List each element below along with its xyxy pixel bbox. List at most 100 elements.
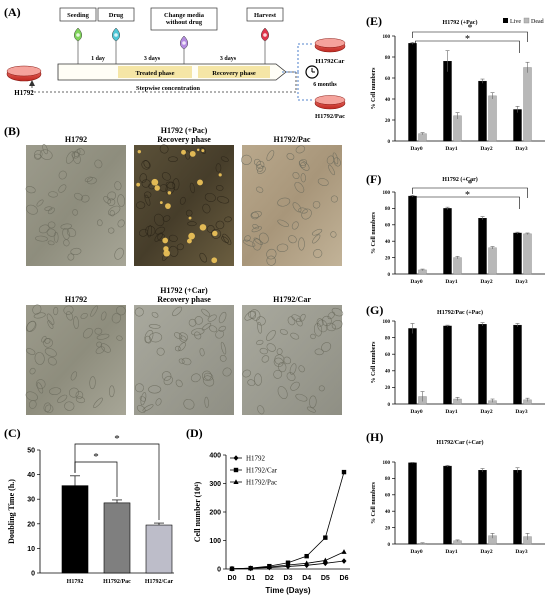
cell-shape xyxy=(107,227,115,234)
point xyxy=(285,562,291,568)
cell-shape xyxy=(106,191,117,201)
cell-shape xyxy=(274,354,285,365)
y-axis-label: Cell number (10⁴) xyxy=(193,481,202,542)
cell-shape xyxy=(276,243,289,253)
cell-shape xyxy=(183,398,195,410)
interval-2-label: 3 days xyxy=(144,56,161,62)
x-tick-label: Day1 xyxy=(445,409,457,415)
cell-shape xyxy=(277,219,289,228)
cell-shape xyxy=(283,356,292,365)
significance-bracket xyxy=(74,443,160,521)
cell-shape xyxy=(47,320,54,329)
legend-label: Live xyxy=(510,19,521,25)
x-tick-label: Day0 xyxy=(410,409,422,415)
y-tick-label: 20 xyxy=(385,386,391,391)
x-tick-label: Day3 xyxy=(515,409,527,415)
cell-shape xyxy=(317,178,329,186)
y-tick-label: 80 xyxy=(385,477,391,482)
cell-shape xyxy=(259,347,268,355)
cell-shape xyxy=(141,179,151,188)
cell-shape xyxy=(220,156,229,162)
cell-shape xyxy=(208,325,218,333)
bright-cell xyxy=(196,148,200,152)
cell-shape xyxy=(253,237,263,245)
cell-shape xyxy=(204,192,216,202)
cell-shape xyxy=(156,347,165,356)
result-pac-label: H1792/Pac xyxy=(315,113,345,120)
x-tick-label: Day1 xyxy=(445,279,457,285)
cell-shape xyxy=(175,379,183,388)
cell-shape xyxy=(70,247,82,255)
cell-shape xyxy=(296,318,303,327)
cell-shape xyxy=(136,405,146,413)
bright-cell xyxy=(137,149,142,154)
cell-shape xyxy=(178,358,185,364)
point xyxy=(304,560,310,566)
significance-bracket xyxy=(415,196,520,209)
cell-shape xyxy=(96,333,110,340)
x-tick-label: D1 xyxy=(246,575,255,582)
cell-shape xyxy=(215,329,225,339)
x-tick-label: D0 xyxy=(228,575,237,582)
cell-shape xyxy=(286,153,295,160)
cell-shape xyxy=(298,207,308,214)
panel-b-letter: (B) xyxy=(4,124,20,138)
cell-shape xyxy=(273,369,283,379)
interval-1-label: 1 day xyxy=(91,56,105,62)
cell-shape xyxy=(207,314,217,322)
cell-shape xyxy=(257,405,265,415)
treated-phase-band xyxy=(118,66,192,78)
cell-shape xyxy=(242,239,256,247)
cell-shape xyxy=(48,191,58,198)
cell-shape xyxy=(32,304,42,315)
cell-shape xyxy=(215,220,225,230)
x-tick-label: D6 xyxy=(340,575,349,582)
bar-live xyxy=(443,465,452,545)
step-label: Drug xyxy=(109,12,124,19)
cell-shape xyxy=(72,209,78,216)
y-tick-label: 100 xyxy=(383,461,391,466)
treated-phase-label: Treated phase xyxy=(136,70,175,77)
bar-live xyxy=(478,324,487,405)
series-line xyxy=(231,471,345,570)
bar-dead xyxy=(488,95,497,142)
cell-shape xyxy=(58,170,67,180)
cell-shape xyxy=(300,162,306,168)
cell-shape xyxy=(218,311,227,324)
y-tick-label: 10 xyxy=(27,546,35,553)
bright-cell xyxy=(186,238,192,244)
y-tick-label: 20 xyxy=(385,526,391,531)
cell-shape xyxy=(256,160,265,169)
x-tick-label: H1792 xyxy=(67,579,84,585)
step-label: Seeding xyxy=(67,12,89,19)
cell-shape xyxy=(116,305,126,316)
bright-cell xyxy=(151,178,159,186)
cell-shape xyxy=(199,348,205,357)
panel-a-letter: (A) xyxy=(4,5,21,19)
x-tick-label: Day2 xyxy=(480,279,492,285)
x-tick-label: Day3 xyxy=(515,279,527,285)
y-axis-label: % Cell numbers xyxy=(371,67,377,110)
cell-shape xyxy=(34,149,43,159)
significance-bracket xyxy=(412,187,528,198)
step-label: Harvest xyxy=(254,12,277,19)
point xyxy=(341,558,347,564)
cell-shape xyxy=(311,228,323,236)
bright-cell xyxy=(188,232,195,240)
bright-cell xyxy=(154,185,160,191)
cell-shape xyxy=(210,229,222,239)
cell-shape xyxy=(288,235,297,244)
cell-shape xyxy=(247,379,256,387)
legend-swatch-dead xyxy=(523,17,530,24)
cell-shape xyxy=(201,322,212,331)
cell-shape xyxy=(277,197,291,207)
panel-h: (H) H1792/Car (+Car) 0 20 40 60 80 100 % Cell nu… xyxy=(366,430,545,555)
cell-shape xyxy=(44,338,51,344)
cell-shape xyxy=(147,225,152,238)
cell-shape xyxy=(332,152,339,165)
protocol-steps: Seeding Drug Change media without drug Harve… xyxy=(59,7,284,64)
cell-shape xyxy=(53,306,59,316)
bar-live xyxy=(408,328,417,405)
bright-cell xyxy=(188,216,192,220)
bar-live xyxy=(408,195,417,275)
